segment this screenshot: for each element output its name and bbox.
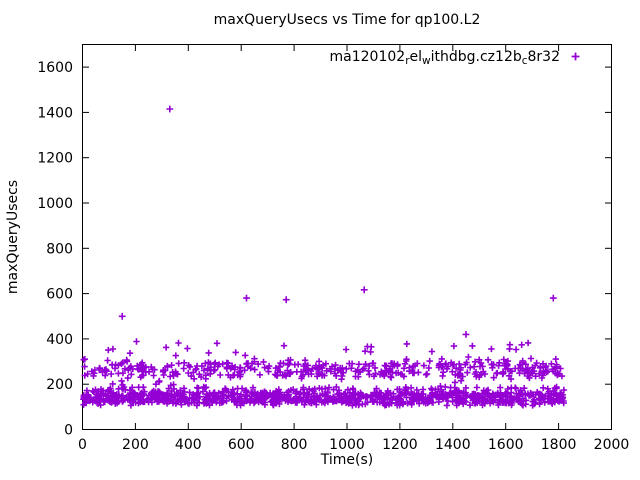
y-tick-label: 1200 <box>37 151 73 167</box>
x-tick-label: 1400 <box>435 437 471 453</box>
y-tick-label: 1600 <box>37 60 73 76</box>
x-tick-label: 1200 <box>382 437 418 453</box>
y-tick-label: 800 <box>46 241 73 257</box>
data-points <box>80 105 568 409</box>
legend-marker-plus-icon <box>571 52 580 61</box>
x-tick-label: 1800 <box>541 437 577 453</box>
y-axis-ticks: 0 200 400 600 800 1000 1200 1400 1600 <box>37 60 612 439</box>
y-tick-label: 400 <box>46 332 73 348</box>
y-tick-label: 200 <box>46 377 73 393</box>
x-tick-label: 1000 <box>329 437 365 453</box>
x-axis-label: Time(s) <box>320 452 373 468</box>
scatter-points-path <box>80 105 568 409</box>
x-tick-label: 200 <box>122 437 149 453</box>
x-tick-label: 0 <box>78 437 87 453</box>
y-tick-label: 0 <box>64 423 73 439</box>
chart-title: maxQueryUsecs vs Time for qp100.L2 <box>214 12 481 28</box>
legend-label: ma120102relwithdbg.cz12bc8r32 <box>330 49 560 67</box>
y-tick-label: 1400 <box>37 105 73 121</box>
x-tick-label: 2000 <box>594 437 630 453</box>
x-tick-label: 600 <box>228 437 255 453</box>
y-tick-label: 600 <box>46 287 73 303</box>
y-axis-label: maxQueryUsecs <box>5 180 21 294</box>
x-axis-ticks: 0 200 400 600 800 1000 1200 1400 1600 1800 2000 <box>78 44 630 453</box>
y-tick-label: 1000 <box>37 196 73 212</box>
x-tick-label: 1600 <box>488 437 524 453</box>
x-tick-label: 800 <box>281 437 308 453</box>
x-tick-label: 400 <box>175 437 202 453</box>
legend: ma120102relwithdbg.cz12bc8r32 <box>330 49 580 67</box>
